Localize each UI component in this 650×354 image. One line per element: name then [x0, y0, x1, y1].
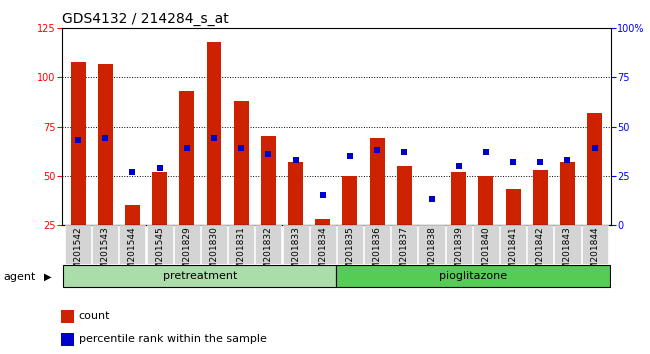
Bar: [364, 225, 390, 264]
Point: [318, 193, 328, 198]
Point: [508, 159, 518, 165]
Point: [291, 157, 301, 163]
Bar: [397, 166, 412, 225]
Bar: [533, 170, 548, 225]
Bar: [261, 136, 276, 225]
Text: GSM201841: GSM201841: [508, 226, 517, 281]
Text: GSM201832: GSM201832: [264, 226, 273, 281]
Bar: [506, 189, 521, 225]
Bar: [587, 113, 602, 225]
Text: GSM201836: GSM201836: [372, 226, 382, 281]
Point: [100, 136, 110, 141]
Bar: [288, 162, 303, 225]
Bar: [473, 225, 499, 264]
Text: GSM201842: GSM201842: [536, 226, 545, 281]
Bar: [152, 172, 167, 225]
Point: [209, 136, 219, 141]
Bar: [500, 225, 526, 264]
Text: GSM201543: GSM201543: [101, 226, 110, 281]
Point: [344, 153, 355, 159]
Bar: [283, 225, 309, 264]
Text: GSM201831: GSM201831: [237, 226, 246, 281]
Text: agent: agent: [3, 272, 36, 282]
Point: [454, 163, 464, 169]
Bar: [560, 162, 575, 225]
Text: GSM201844: GSM201844: [590, 226, 599, 281]
Text: GSM201839: GSM201839: [454, 226, 463, 281]
Bar: [255, 225, 281, 264]
Text: GSM201835: GSM201835: [345, 226, 354, 281]
Text: GSM201830: GSM201830: [209, 226, 218, 281]
Point: [73, 137, 83, 143]
Bar: [92, 225, 118, 264]
Bar: [61, 333, 73, 346]
Point: [236, 145, 246, 151]
Point: [590, 145, 600, 151]
Bar: [147, 225, 173, 264]
Bar: [71, 62, 86, 225]
Bar: [207, 42, 222, 225]
Bar: [478, 176, 493, 225]
Bar: [310, 225, 336, 264]
Point: [481, 149, 491, 155]
Text: pretreatment: pretreatment: [162, 270, 237, 281]
Bar: [201, 225, 227, 264]
Bar: [391, 225, 417, 264]
Point: [399, 149, 410, 155]
Bar: [125, 205, 140, 225]
Text: GSM201545: GSM201545: [155, 226, 164, 281]
Bar: [370, 138, 385, 225]
Text: GSM201829: GSM201829: [183, 226, 191, 281]
Bar: [63, 265, 337, 287]
Bar: [554, 225, 580, 264]
Bar: [315, 219, 330, 225]
Point: [127, 169, 138, 175]
Point: [535, 159, 545, 165]
Point: [263, 151, 274, 157]
Point: [372, 147, 382, 153]
Text: count: count: [79, 311, 110, 321]
Text: GSM201544: GSM201544: [128, 226, 137, 281]
Bar: [179, 91, 194, 225]
Bar: [343, 176, 358, 225]
Bar: [65, 225, 91, 264]
Bar: [446, 225, 472, 264]
Point: [155, 165, 165, 171]
Bar: [234, 101, 249, 225]
Bar: [419, 225, 445, 264]
Point: [181, 145, 192, 151]
Bar: [582, 225, 608, 264]
Text: ▶: ▶: [44, 272, 52, 282]
Text: GSM201542: GSM201542: [73, 226, 83, 281]
Bar: [98, 64, 112, 225]
Bar: [174, 225, 200, 264]
Bar: [337, 225, 363, 264]
Point: [426, 196, 437, 202]
Text: GSM201833: GSM201833: [291, 226, 300, 281]
Text: GSM201838: GSM201838: [427, 226, 436, 281]
Text: percentile rank within the sample: percentile rank within the sample: [79, 334, 266, 344]
Point: [562, 157, 573, 163]
Text: pioglitazone: pioglitazone: [439, 270, 507, 281]
Text: GSM201843: GSM201843: [563, 226, 572, 281]
Text: GDS4132 / 214284_s_at: GDS4132 / 214284_s_at: [62, 12, 229, 27]
Bar: [120, 225, 146, 264]
Text: GSM201840: GSM201840: [482, 226, 490, 281]
Text: GSM201837: GSM201837: [400, 226, 409, 281]
Bar: [228, 225, 254, 264]
Bar: [451, 172, 466, 225]
Text: GSM201834: GSM201834: [318, 226, 328, 281]
Bar: [337, 265, 610, 287]
Bar: [61, 310, 73, 323]
Bar: [527, 225, 553, 264]
